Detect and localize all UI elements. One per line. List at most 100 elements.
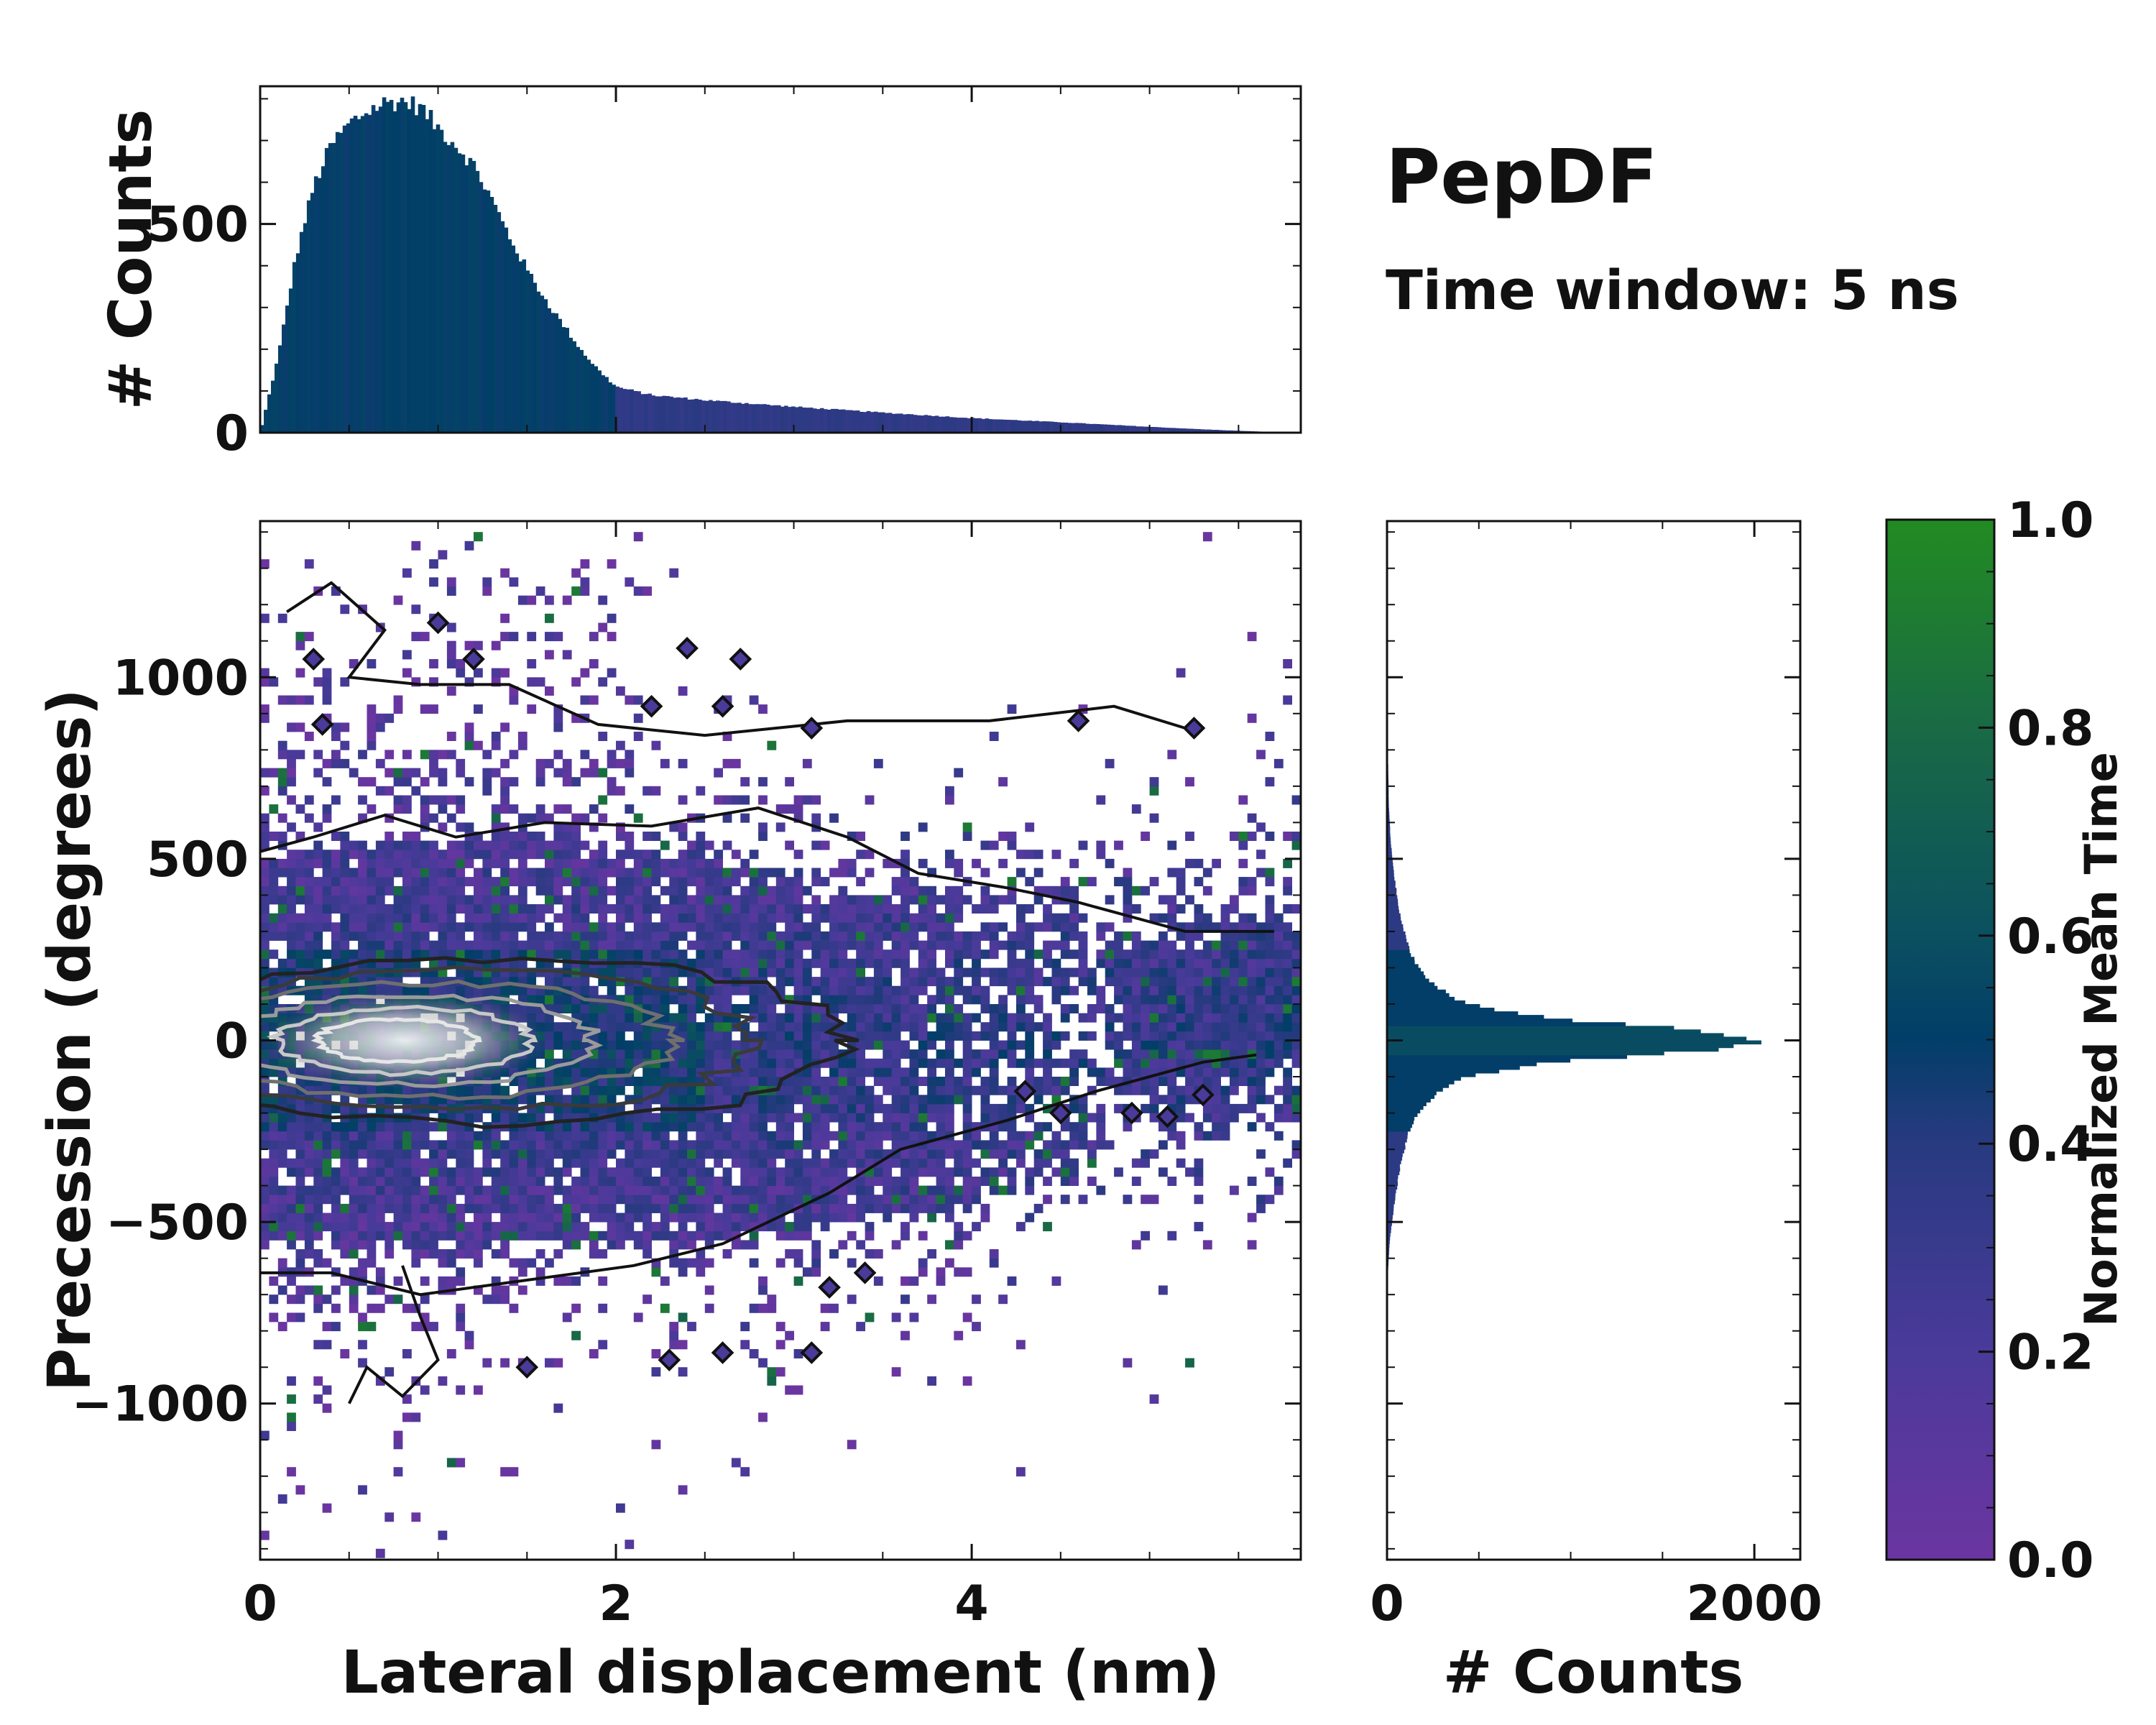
- heatmap-cell: [1016, 977, 1026, 987]
- heatmap-cell: [740, 868, 750, 878]
- heatmap-cell: [669, 1013, 679, 1023]
- heatmap-cell: [1256, 940, 1266, 950]
- heatmap-cell: [811, 1149, 821, 1159]
- heatmap-cell: [758, 985, 768, 995]
- heatmap-cell: [313, 1222, 323, 1232]
- heatmap-cell: [900, 1113, 910, 1123]
- heatmap-cell: [918, 1077, 928, 1086]
- heatmap-cell: [811, 1004, 821, 1013]
- heatmap-cell: [793, 1167, 803, 1177]
- heatmap-cell: [918, 1203, 928, 1213]
- heatmap-cell: [927, 977, 936, 987]
- heatmap-cell: [491, 640, 501, 650]
- heatmap-cell: [927, 1158, 936, 1168]
- heatmap-cell: [1051, 1031, 1061, 1041]
- heatmap-cell: [367, 850, 377, 860]
- heatmap-cell: [1194, 931, 1204, 941]
- heatmap-cell: [936, 995, 946, 1005]
- top-hist-bar: [511, 245, 516, 433]
- heatmap-cell: [704, 1195, 714, 1205]
- heatmap-cell: [891, 1240, 901, 1250]
- heatmap-cell: [962, 1040, 972, 1050]
- heatmap-cell: [1087, 1058, 1097, 1068]
- heatmap-cell: [535, 868, 545, 878]
- heatmap-cell: [829, 895, 839, 905]
- heatmap-cell: [900, 850, 910, 860]
- heatmap-cell: [1167, 1131, 1177, 1141]
- heatmap-cell: [331, 1285, 341, 1295]
- heatmap-cell: [873, 1067, 883, 1077]
- heatmap-cell: [767, 958, 777, 968]
- heatmap-cell: [909, 1113, 919, 1123]
- heatmap-cell: [295, 1294, 305, 1305]
- top-hist-bar: [342, 125, 347, 433]
- top-hist-bar: [292, 262, 297, 433]
- heatmap-cell: [1096, 1077, 1106, 1086]
- heatmap-cell: [331, 895, 341, 905]
- heatmap-cell: [411, 1177, 421, 1186]
- heatmap-cell: [714, 949, 723, 960]
- heatmap-cell: [464, 1113, 474, 1123]
- heatmap-cell: [1016, 1022, 1026, 1032]
- heatmap-cell: [847, 1230, 857, 1241]
- heatmap-cell: [793, 1213, 803, 1223]
- heatmap-cell: [402, 895, 412, 905]
- top-hist-bar: [418, 104, 423, 433]
- heatmap-cell: [393, 1230, 403, 1241]
- heatmap-cell: [474, 886, 483, 896]
- heatmap-cell: [633, 931, 643, 941]
- heatmap-cell: [402, 877, 412, 887]
- heatmap-cell: [509, 1222, 519, 1232]
- heatmap-cell: [972, 1322, 981, 1332]
- heatmap-cell: [1114, 940, 1123, 950]
- heatmap-cell: [553, 1203, 563, 1213]
- heatmap-cell: [740, 1167, 750, 1177]
- heatmap-cell: [438, 777, 448, 787]
- heatmap-cell: [722, 1177, 732, 1186]
- heatmap-cell: [633, 877, 643, 887]
- heatmap-cell: [1256, 868, 1266, 878]
- heatmap-cell: [980, 1022, 990, 1032]
- heatmap-cell: [1105, 940, 1115, 950]
- heatmap-cell: [375, 786, 385, 796]
- heatmap-cell: [873, 1177, 883, 1186]
- heatmap-cell: [446, 1458, 456, 1468]
- heatmap-cell: [945, 1167, 954, 1177]
- heatmap-cell: [571, 1049, 581, 1059]
- heatmap-cell: [340, 1122, 350, 1132]
- heatmap-cell: [1247, 1177, 1257, 1186]
- heatmap-cell: [269, 832, 279, 841]
- heatmap-cell: [714, 868, 723, 878]
- heatmap-cell: [749, 995, 759, 1005]
- heatmap-cell: [775, 895, 786, 905]
- heatmap-cell: [535, 677, 545, 687]
- heatmap-cell: [775, 967, 786, 978]
- heatmap-cell: [829, 958, 839, 968]
- heatmap-cell: [1149, 913, 1159, 923]
- heatmap-cell: [438, 958, 448, 968]
- heatmap-cell: [580, 1131, 590, 1141]
- heatmap-cell: [446, 895, 456, 905]
- heatmap-cell: [829, 1131, 839, 1141]
- heatmap-cell: [758, 940, 768, 950]
- heatmap-cell: [1158, 913, 1168, 923]
- heatmap-cell: [972, 904, 981, 914]
- heatmap-cell: [358, 1213, 367, 1223]
- heatmap-cell: [260, 868, 270, 878]
- top-hist-bar: [766, 405, 770, 433]
- heatmap-cell: [393, 1276, 403, 1286]
- heatmap-cell: [1051, 1131, 1061, 1141]
- heatmap-cell: [589, 931, 599, 941]
- top-hist-bar: [788, 407, 792, 433]
- heatmap-cell: [625, 877, 635, 887]
- heatmap-cell: [367, 895, 377, 905]
- top-hist-bar: [913, 415, 918, 433]
- heatmap-cell: [358, 1185, 367, 1195]
- heatmap-cell: [598, 840, 608, 850]
- heatmap-cell: [313, 1340, 323, 1350]
- heatmap-cell: [927, 886, 936, 896]
- heatmap-cell: [669, 886, 679, 896]
- heatmap-cell: [527, 1213, 537, 1223]
- heatmap-cell: [669, 1230, 679, 1241]
- heatmap-cell: [491, 949, 501, 960]
